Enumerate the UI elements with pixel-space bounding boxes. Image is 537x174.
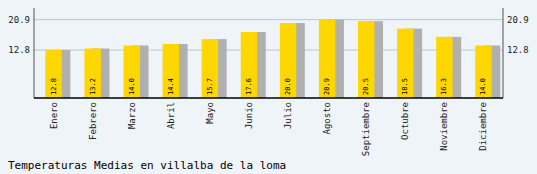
x-tick-labels: Enero Febrero Marzo Abril Mayo Junio Julio Agos…	[49, 102, 489, 156]
bar	[397, 29, 413, 98]
y2-tick-label: 20.9	[507, 15, 529, 25]
data-label: 12.8	[50, 78, 58, 95]
bar	[319, 20, 335, 98]
x-tick-label: Julio	[283, 102, 293, 129]
x-tick-label: Diciembre	[478, 102, 488, 151]
data-label: 14.0	[128, 78, 136, 95]
bar	[475, 46, 491, 99]
bar	[45, 50, 61, 98]
bar	[280, 23, 296, 98]
data-label: 14.0	[479, 78, 487, 95]
data-label: 20.5	[362, 78, 370, 95]
background	[0, 0, 537, 174]
x-tick-label: Agosto	[322, 102, 332, 135]
bar	[436, 37, 452, 98]
data-label: 14.4	[167, 78, 175, 95]
y-tick-label: 12.8	[8, 45, 30, 55]
bars	[45, 20, 500, 98]
bar	[163, 44, 179, 98]
x-tick-label: Septiembre	[361, 102, 371, 156]
y-tick-label: 20.9	[8, 15, 30, 25]
bar	[358, 21, 374, 98]
x-tick-label: Mayo	[205, 102, 215, 124]
x-axis-line	[34, 97, 503, 99]
x-tick-label: Febrero	[88, 102, 98, 140]
title: Temperaturas Medias en villalba de la lo…	[8, 159, 286, 172]
data-label: 13.2	[89, 78, 97, 95]
bar	[241, 32, 257, 98]
data-label: 15.7	[206, 78, 214, 95]
bar	[124, 46, 140, 99]
bar	[202, 39, 218, 98]
x-tick-label: Octubre	[400, 102, 410, 140]
bar	[84, 49, 100, 99]
data-label: 16.3	[440, 78, 448, 95]
grid	[34, 20, 503, 50]
y-axis-line	[34, 8, 35, 98]
data-label: 18.5	[401, 78, 409, 95]
x-tick-label: Marzo	[127, 102, 137, 129]
y2-tick-label: 12.8	[507, 45, 529, 55]
x-tick-label: Junio	[244, 102, 254, 129]
data-labels: 12.8 13.2 14.0 14.4 15.7 17.6 20.0 20.9 20.5 18.5…	[50, 78, 488, 95]
chart: 12.8 13.2 14.0 14.4 15.7 17.6 20.0 20.9 20.5 18.5…	[0, 0, 537, 174]
data-label: 17.6	[245, 78, 253, 95]
y-tick-labels: 12.8 12.8 20.9 20.9	[8, 15, 528, 55]
data-label: 20.0	[284, 78, 292, 95]
grid-line	[34, 19, 503, 20]
x-tick-label: Noviembre	[439, 102, 449, 151]
x-tick-label: Abril	[166, 102, 176, 129]
y2-axis-line	[503, 8, 504, 98]
x-tick-label: Enero	[49, 102, 59, 129]
data-label: 20.9	[323, 78, 331, 95]
